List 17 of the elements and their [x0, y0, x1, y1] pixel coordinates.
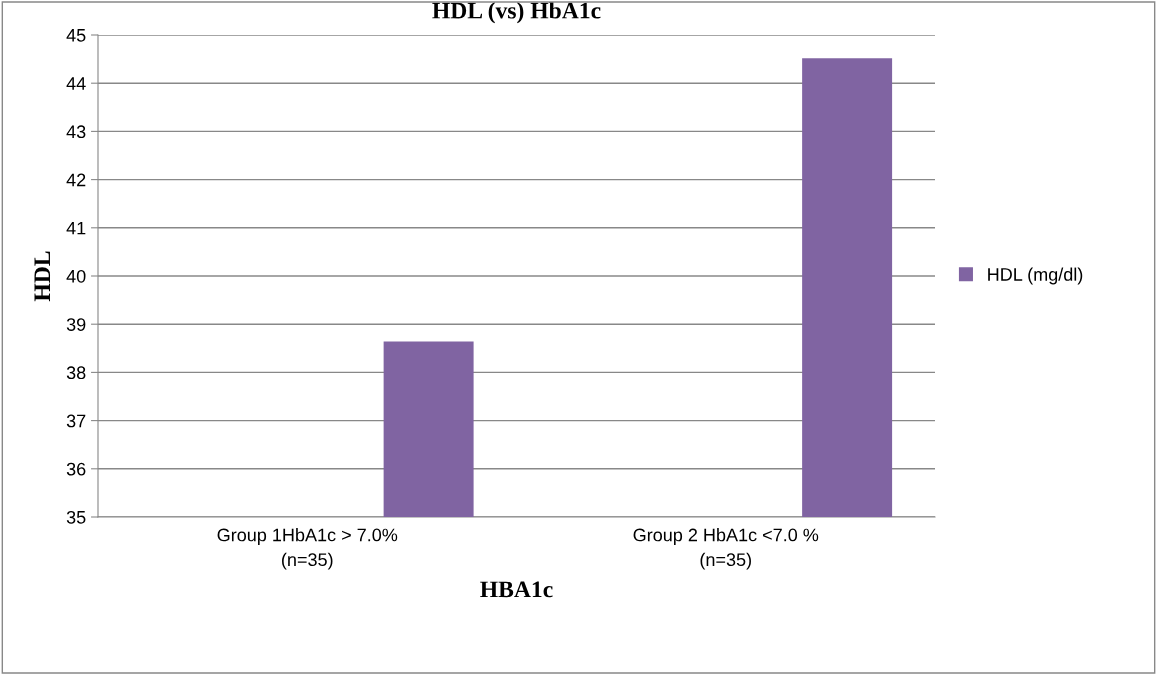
- y-tick-label: 42: [66, 173, 86, 187]
- y-tick-label: 36: [66, 462, 86, 476]
- y-tick-label: 43: [66, 125, 86, 139]
- y-tick-label: 45: [66, 29, 86, 42]
- y-tick-label: 40: [66, 269, 86, 283]
- y-tick-label: 37: [66, 414, 86, 428]
- y-tick-label: 38: [66, 366, 86, 380]
- y-tick-label: 41: [66, 221, 86, 235]
- y-axis-title: HDL: [34, 251, 51, 302]
- legend-label: HDL (mg/dl): [988, 267, 1083, 285]
- y-tick-label: 39: [66, 318, 86, 331]
- x-axis-title: HBA1c: [480, 581, 553, 598]
- y-tick-label: 44: [66, 77, 86, 90]
- y-tick-label: 35: [66, 510, 86, 524]
- x-tick-label: Group 1HbA1c > 7.0% (n=35): [217, 528, 398, 570]
- x-tick-label: Group 2 HbA1c <7.0 % (n=35): [633, 528, 819, 570]
- chart-title: HDL (vs) HbA1c: [432, 1, 601, 24]
